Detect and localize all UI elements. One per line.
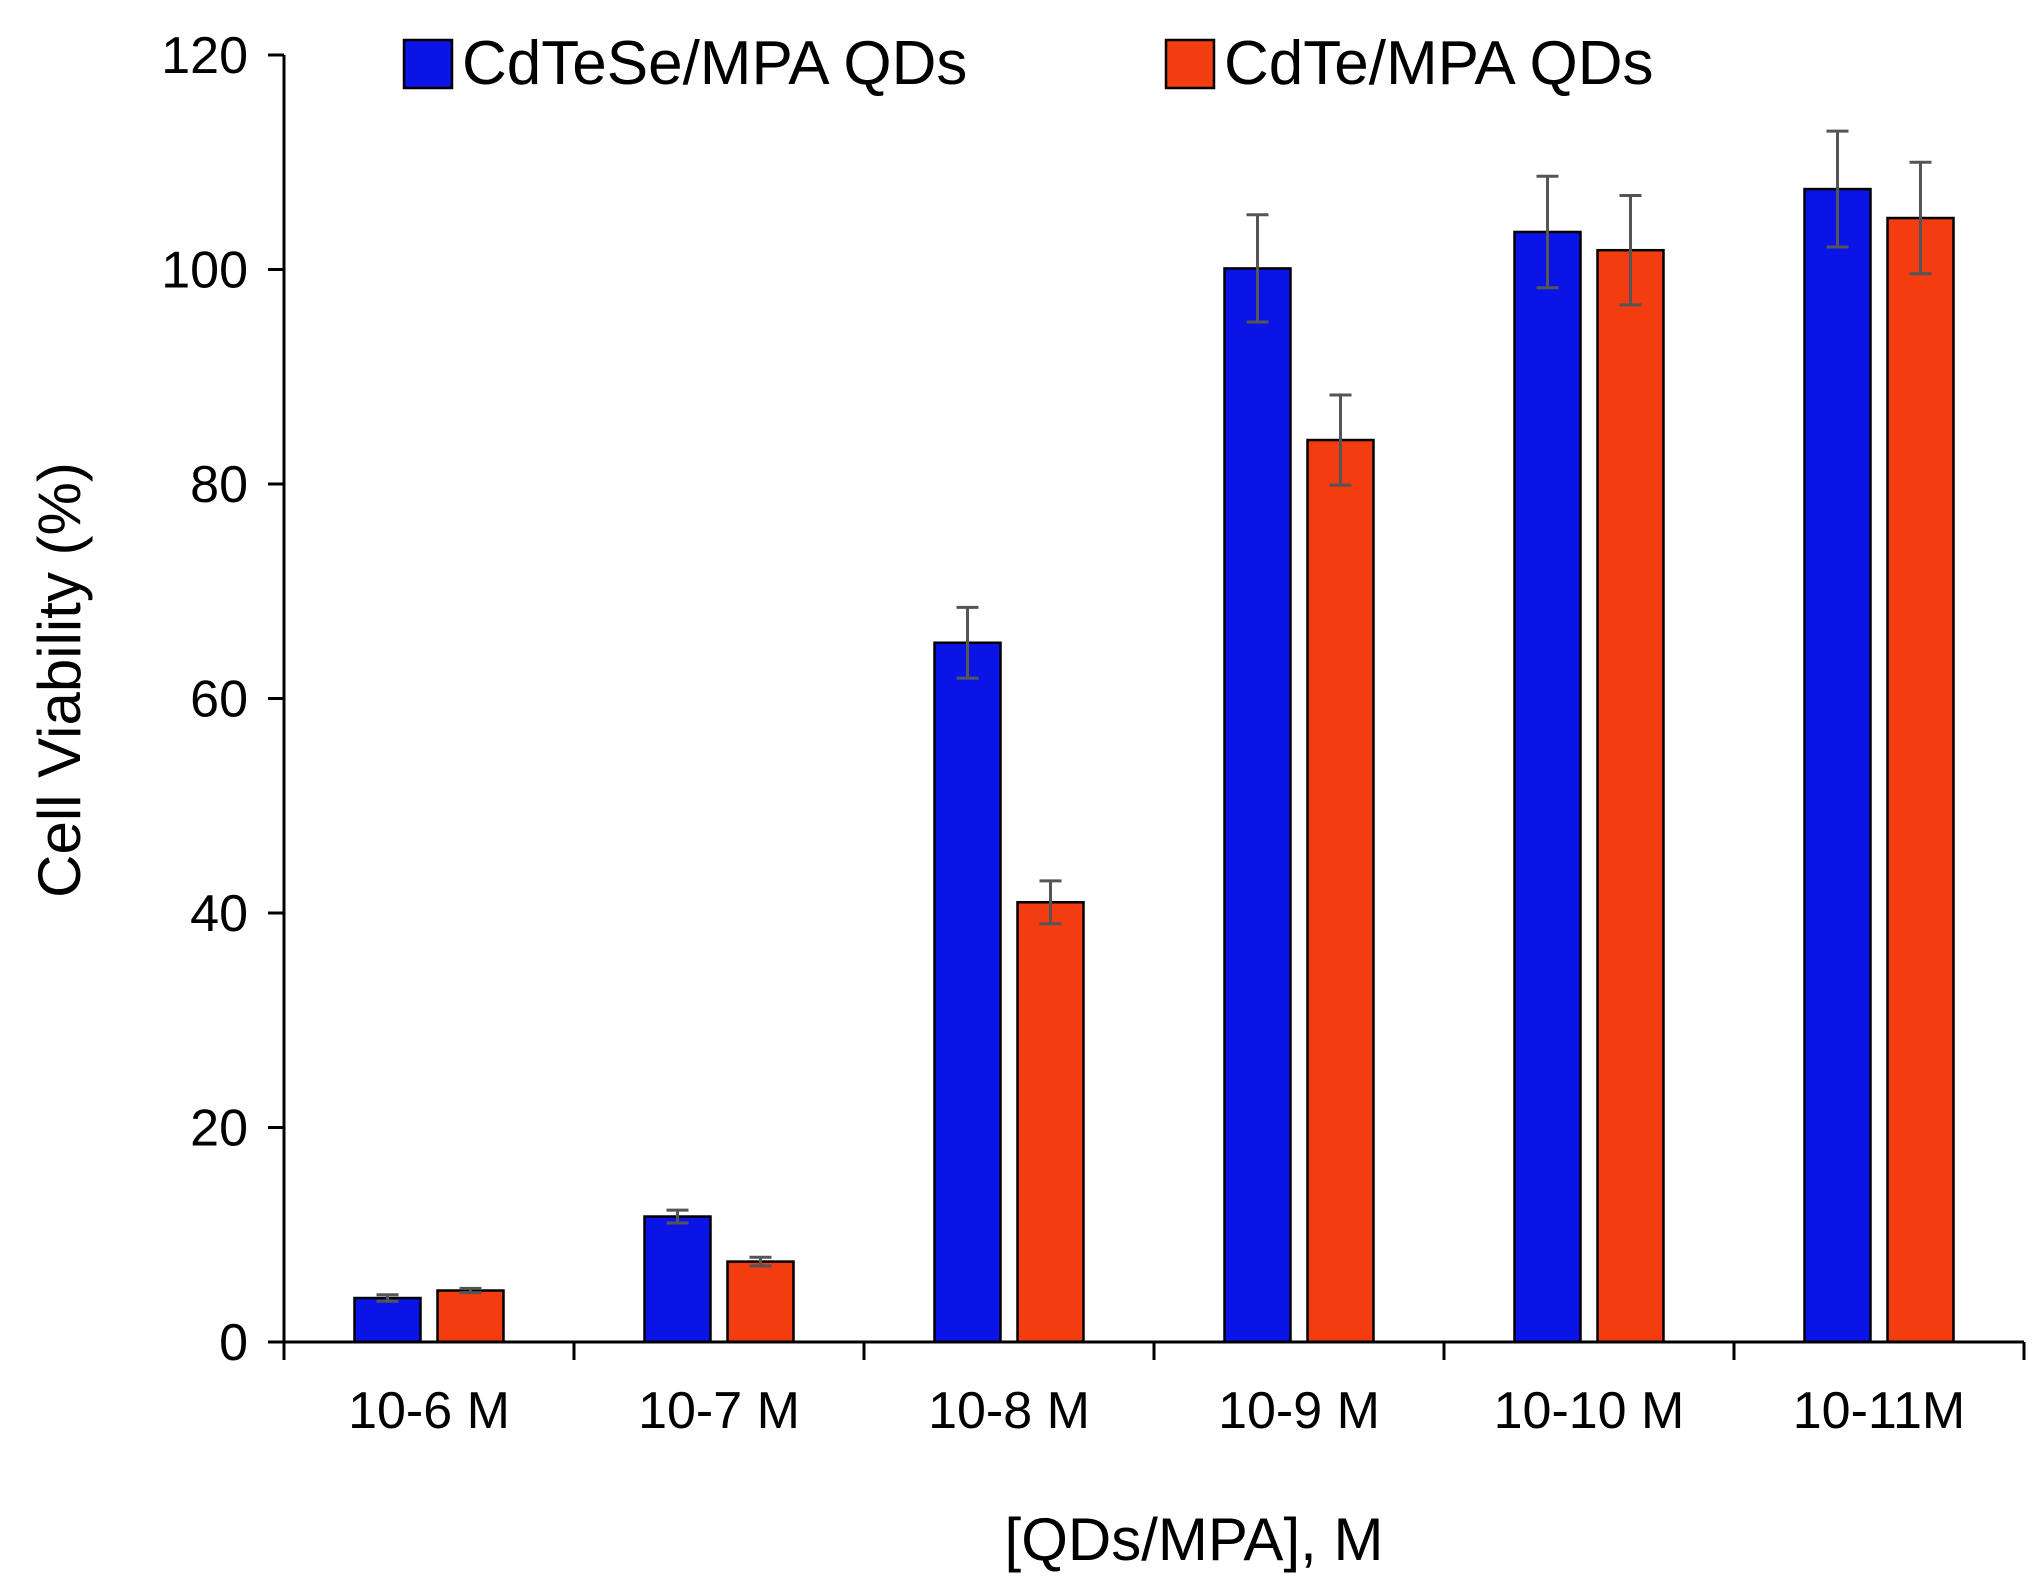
x-category-label: 10-8 M	[928, 1382, 1090, 1440]
bar-cdte	[1886, 216, 1955, 1344]
bars-layer	[353, 187, 1955, 1344]
x-category-label: 10-10 M	[1494, 1382, 1685, 1440]
x-category-label: 10-6 M	[348, 1382, 510, 1440]
y-tick-label: 80	[190, 456, 248, 514]
x-axis-title: [QDs/MPA], M	[1005, 1506, 1384, 1573]
legend-label-cdtese: CdTeSe/MPA QDs	[462, 29, 967, 98]
y-tick-label: 60	[190, 671, 248, 729]
legend-label-cdte: CdTe/MPA QDs	[1224, 29, 1654, 98]
bar-cdtese	[643, 1215, 712, 1344]
legend-swatch-cdte	[1164, 38, 1216, 90]
x-category-label: 10-11M	[1793, 1382, 1965, 1440]
legend: CdTeSe/MPA QDs CdTe/MPA QDs	[402, 29, 1654, 98]
bar-cdte	[1596, 248, 1665, 1344]
y-tick-label: 120	[161, 27, 248, 85]
bar-cdte	[1306, 438, 1375, 1344]
x-category-labels: 10-6 M 10-7 M 10-8 M 10-9 M 10-10 M 10-11M	[348, 1382, 1965, 1440]
bar-cdtese	[933, 641, 1002, 1344]
x-category-label: 10-7 M	[638, 1382, 800, 1440]
y-tick-labels: 0 20 40 60 80 100 120	[161, 27, 248, 1372]
y-tick-label: 100	[161, 242, 248, 300]
axes-layer	[268, 53, 2026, 1360]
bar-cdtese	[1513, 230, 1582, 1344]
bar-cdte	[1016, 901, 1085, 1344]
y-tick-label: 0	[219, 1314, 248, 1372]
legend-swatch-cdtese	[402, 38, 454, 90]
x-category-label: 10-9 M	[1218, 1382, 1380, 1440]
y-tick-label: 20	[190, 1100, 248, 1158]
y-axis-title: Cell Viability (%)	[26, 462, 93, 898]
y-tick-label: 40	[190, 885, 248, 943]
bar-cdtese	[1803, 187, 1872, 1344]
bar-cdte	[436, 1289, 505, 1344]
error-bars-layer	[376, 129, 1932, 1303]
bar-cdte	[726, 1260, 795, 1344]
bar-cdtese	[353, 1296, 422, 1344]
bar-cdtese	[1223, 267, 1292, 1344]
